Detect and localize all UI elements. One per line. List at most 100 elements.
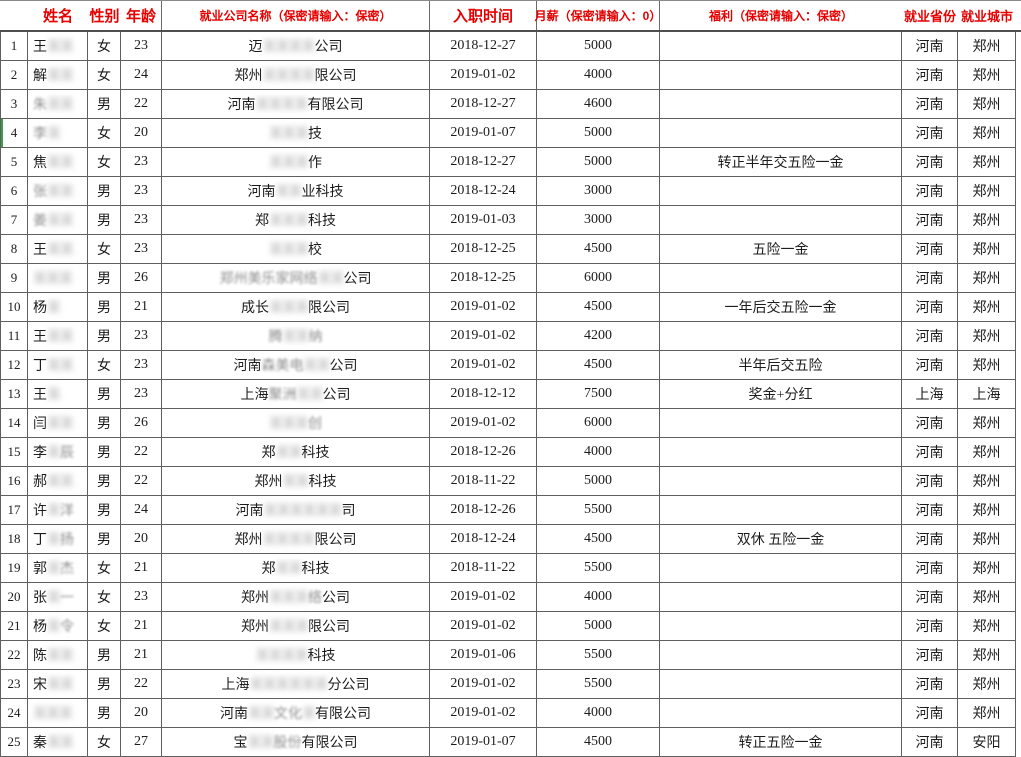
row-number-cell[interactable]: 4 [0, 119, 28, 148]
province-cell[interactable]: 河南 [902, 525, 958, 554]
name-cell[interactable]: 杨某令 [28, 612, 88, 641]
row-number-cell[interactable]: 23 [0, 670, 28, 699]
company-cell[interactable]: 郑州 某某某某 限公司 [162, 61, 430, 90]
age-cell[interactable]: 26 [121, 264, 162, 293]
name-cell[interactable]: 郭某杰 [28, 554, 88, 583]
city-cell[interactable]: 郑州 [958, 148, 1016, 177]
hire-date-cell[interactable]: 2019-01-02 [430, 670, 537, 699]
company-cell[interactable]: 河南 某某 文化某有限公司 [162, 699, 430, 728]
company-cell[interactable]: 郑州 某某某某 限公司 [162, 525, 430, 554]
hire-date-cell[interactable]: 2019-01-07 [430, 119, 537, 148]
hire-date-cell[interactable]: 2019-01-02 [430, 612, 537, 641]
name-cell[interactable]: 秦某某 [28, 728, 88, 757]
company-cell[interactable]: 郑州 某某 科技 [162, 467, 430, 496]
gender-cell[interactable]: 女 [88, 728, 121, 757]
name-cell[interactable]: 王某某 [28, 322, 88, 351]
age-cell[interactable]: 22 [121, 670, 162, 699]
province-cell[interactable]: 河南 [902, 177, 958, 206]
benefit-cell[interactable] [660, 264, 902, 293]
col-header-benefit[interactable]: 福利（保密请输入：保密） [708, 9, 853, 23]
benefit-cell[interactable] [660, 699, 902, 728]
age-cell[interactable]: 23 [121, 177, 162, 206]
city-cell[interactable]: 郑州 [958, 119, 1016, 148]
age-cell[interactable]: 26 [121, 409, 162, 438]
row-number-cell[interactable]: 2 [0, 61, 28, 90]
benefit-cell[interactable]: 奖金+分红 [660, 380, 902, 409]
province-cell[interactable]: 河南 [902, 583, 958, 612]
name-cell[interactable]: 李某 [28, 119, 88, 148]
age-cell[interactable]: 23 [121, 583, 162, 612]
name-cell[interactable]: 许某洋 [28, 496, 88, 525]
province-cell[interactable]: 河南 [902, 496, 958, 525]
province-cell[interactable]: 河南 [902, 293, 958, 322]
gender-cell[interactable]: 男 [88, 322, 121, 351]
row-number-cell[interactable]: 10 [0, 293, 28, 322]
company-cell[interactable]: 郑某某 科技 [162, 438, 430, 467]
name-cell[interactable]: 张某一 [28, 583, 88, 612]
city-cell[interactable]: 郑州 [958, 322, 1016, 351]
age-cell[interactable]: 23 [121, 322, 162, 351]
row-number-cell[interactable]: 24 [0, 699, 28, 728]
province-cell[interactable]: 河南 [902, 61, 958, 90]
company-cell[interactable]: 郑州 某某某络公司 [162, 583, 430, 612]
salary-cell[interactable]: 5000 [537, 119, 660, 148]
age-cell[interactable]: 23 [121, 206, 162, 235]
salary-cell[interactable]: 5000 [537, 148, 660, 177]
salary-cell[interactable]: 4500 [537, 525, 660, 554]
hire-date-cell[interactable]: 2018-12-26 [430, 438, 537, 467]
col-header-hire-date[interactable]: 入职时间 [430, 1, 537, 30]
age-cell[interactable]: 21 [121, 612, 162, 641]
city-cell[interactable]: 安阳 [958, 728, 1016, 757]
city-cell[interactable]: 郑州 [958, 293, 1016, 322]
company-cell[interactable]: 某某某技 [162, 119, 430, 148]
salary-cell[interactable]: 6000 [537, 264, 660, 293]
company-cell[interactable]: 迈某某某某 公司 [162, 32, 430, 61]
city-cell[interactable]: 上海 [958, 380, 1016, 409]
city-cell[interactable]: 郑州 [958, 612, 1016, 641]
age-cell[interactable]: 23 [121, 351, 162, 380]
salary-cell[interactable]: 4500 [537, 235, 660, 264]
province-cell[interactable]: 河南 [902, 119, 958, 148]
company-cell[interactable]: 郑州 某某某 限公司 [162, 612, 430, 641]
province-cell[interactable]: 河南 [902, 699, 958, 728]
hire-date-cell[interactable]: 2019-01-02 [430, 293, 537, 322]
gender-cell[interactable]: 男 [88, 496, 121, 525]
benefit-cell[interactable] [660, 641, 902, 670]
hire-date-cell[interactable]: 2018-12-27 [430, 148, 537, 177]
benefit-cell[interactable] [660, 496, 902, 525]
salary-cell[interactable]: 4000 [537, 699, 660, 728]
name-cell[interactable]: 张某某 [28, 177, 88, 206]
gender-cell[interactable]: 女 [88, 148, 121, 177]
benefit-cell[interactable]: 转正半年交五险一金 [660, 148, 902, 177]
city-cell[interactable]: 郑州 [958, 583, 1016, 612]
age-cell[interactable]: 27 [121, 728, 162, 757]
row-number-cell[interactable]: 21 [0, 612, 28, 641]
hire-date-cell[interactable]: 2019-01-02 [430, 351, 537, 380]
gender-cell[interactable]: 女 [88, 554, 121, 583]
salary-cell[interactable]: 4000 [537, 61, 660, 90]
age-cell[interactable]: 24 [121, 61, 162, 90]
name-cell[interactable]: 某某某 [28, 699, 88, 728]
benefit-cell[interactable] [660, 322, 902, 351]
province-cell[interactable]: 河南 [902, 438, 958, 467]
hire-date-cell[interactable]: 2018-11-22 [430, 554, 537, 583]
hire-date-cell[interactable]: 2018-12-27 [430, 32, 537, 61]
age-cell[interactable]: 22 [121, 90, 162, 119]
row-number-cell[interactable]: 14 [0, 409, 28, 438]
province-cell[interactable]: 河南 [902, 467, 958, 496]
age-cell[interactable]: 22 [121, 467, 162, 496]
col-header-age[interactable]: 年龄 [121, 1, 162, 30]
company-cell[interactable]: 上海 聚洲 某某 公司 [162, 380, 430, 409]
col-header-gender[interactable]: 性别 [89, 8, 120, 25]
row-number-cell[interactable]: 20 [0, 583, 28, 612]
row-number-cell[interactable]: 9 [0, 264, 28, 293]
city-cell[interactable]: 郑州 [958, 409, 1016, 438]
row-number-cell[interactable]: 6 [0, 177, 28, 206]
col-header-province[interactable]: 就业省份 [903, 9, 956, 24]
name-cell[interactable]: 杨某 [28, 293, 88, 322]
salary-cell[interactable]: 5500 [537, 554, 660, 583]
city-cell[interactable]: 郑州 [958, 235, 1016, 264]
hire-date-cell[interactable]: 2019-01-02 [430, 322, 537, 351]
company-cell[interactable]: 郑某某某 科技 [162, 206, 430, 235]
gender-cell[interactable]: 男 [88, 409, 121, 438]
